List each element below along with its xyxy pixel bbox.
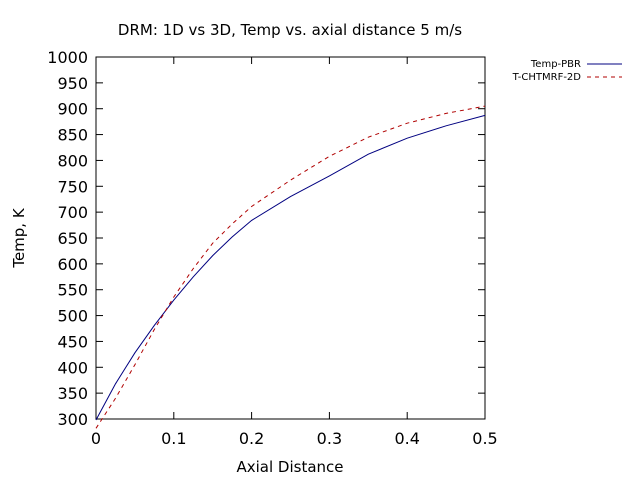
- legend-label: T-CHTMRF-2D: [512, 72, 582, 83]
- y-tick-label: 800: [57, 151, 88, 170]
- y-tick-label: 450: [57, 332, 88, 351]
- y-tick-label: 400: [57, 358, 88, 377]
- x-tick-label: 0.3: [317, 429, 342, 448]
- x-tick-label: 0.4: [394, 429, 419, 448]
- series-lines: [95, 105, 486, 429]
- chart-title: DRM: 1D vs 3D, Temp vs. axial distance 5…: [118, 21, 462, 39]
- series-line-1: [95, 114, 486, 421]
- y-tick-label: 750: [57, 177, 88, 196]
- plot-area-frame: [95, 56, 486, 420]
- y-axis-label: Temp, K: [10, 207, 28, 269]
- x-tick-label: 0.2: [239, 429, 264, 448]
- series-line-2: [95, 105, 486, 429]
- x-tick-label: 0.1: [161, 429, 186, 448]
- y-tick-label: 900: [57, 100, 88, 119]
- x-tick-label: 0: [91, 429, 101, 448]
- y-tick-label: 500: [57, 307, 88, 326]
- x-axis-label: Axial Distance: [236, 458, 343, 476]
- y-tick-label: 1000: [47, 48, 88, 67]
- y-tick-label: 650: [57, 229, 88, 248]
- legend: Temp-PBR T-CHTMRF-2D: [512, 59, 622, 83]
- y-tick-label: 700: [57, 203, 88, 222]
- y-tick-label: 950: [57, 74, 88, 93]
- legend-label: Temp-PBR: [530, 59, 581, 70]
- axis-ticks: 300 350 400 450 500 550 600 650 700 750 800 850 900 9…: [47, 48, 497, 448]
- y-tick-label: 300: [57, 410, 88, 429]
- y-tick-label: 550: [57, 281, 88, 300]
- y-tick-label: 850: [57, 126, 88, 145]
- x-tick-label: 0.5: [472, 429, 497, 448]
- y-tick-label: 600: [57, 255, 88, 274]
- y-tick-label: 350: [57, 384, 88, 403]
